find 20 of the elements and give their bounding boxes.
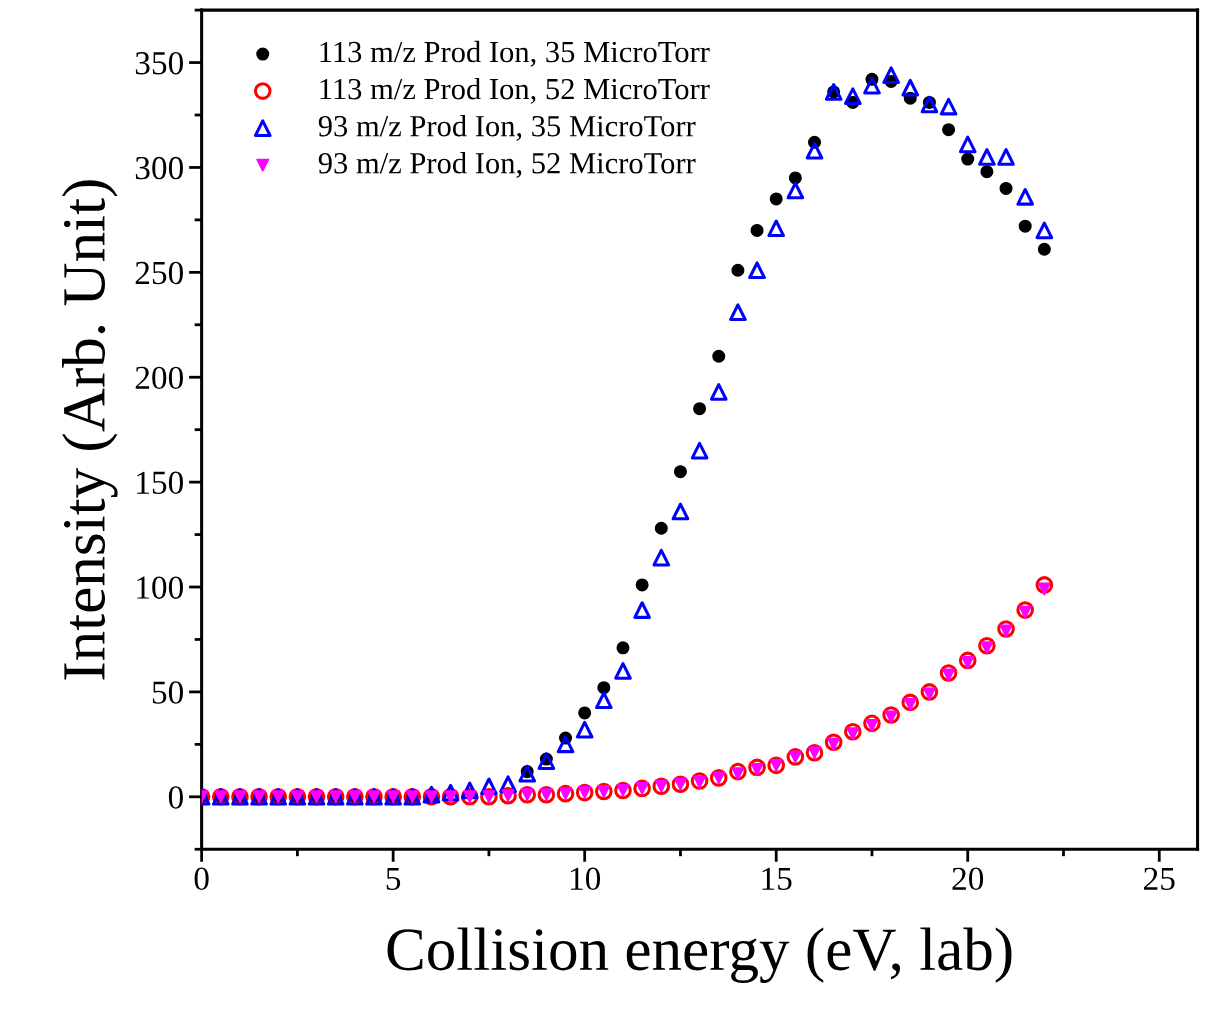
y-tick-label: 100	[137, 576, 183, 599]
x-tick-label: 15	[762, 867, 792, 891]
y-tick-label: 300	[135, 156, 183, 180]
legend-label: 113 m/z Prod Ion, 35 MicroTorr	[320, 40, 710, 67]
legend-label: 93 m/z Prod Ion, 52 MicroTorr	[318, 152, 696, 178]
y-tick-label: 250	[135, 261, 183, 285]
x-tick-label: 25	[1144, 867, 1175, 891]
y-tick-label: 350	[135, 51, 183, 75]
x-tick-label: 20	[952, 867, 984, 891]
x-axis-title: Collision energy (eV, lab)	[387, 927, 1012, 983]
y-axis-title: Intensity (Arb. Unit)	[62, 180, 118, 680]
legend-label: 113 m/z Prod Ion, 52 MicroTorr	[320, 77, 710, 104]
y-tick-label: 50	[152, 681, 183, 704]
x-tick-label: 0	[194, 867, 209, 891]
y-tick-label: 150	[137, 471, 183, 495]
legend-label: 93 m/z Prod Ion, 35 MicroTorr	[318, 114, 696, 141]
y-tick-label: 200	[135, 366, 183, 390]
y-tick-label: 0	[168, 786, 183, 809]
x-tick-label: 10	[570, 867, 601, 891]
x-tick-label: 5	[386, 867, 401, 891]
